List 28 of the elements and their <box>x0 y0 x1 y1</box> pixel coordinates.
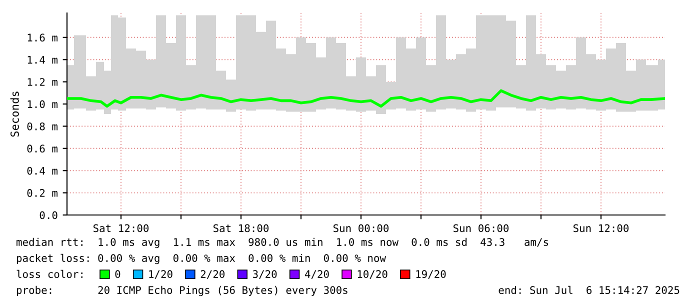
legend-label: 0 <box>115 270 120 278</box>
y-tick-label: 0.2 m <box>27 189 58 197</box>
y-tick-label: 0.6 m <box>27 144 58 153</box>
y-tick-label: 1.2 m <box>28 78 58 86</box>
line-series <box>67 89 665 108</box>
legend-label: 2/20 <box>200 270 225 279</box>
text: probe: 20 ICMP Echo Pings (56 Bytes) every 300s <box>16 286 348 296</box>
legend-label: 3/20 <box>252 270 277 279</box>
legend-title: loss color: <box>16 270 82 278</box>
x-tick-label: Sun 06:00 <box>453 224 509 232</box>
y-tick-label: 0.4 m <box>27 166 58 175</box>
x-tick-label: Sat 12:00 <box>93 224 149 232</box>
y-tick-label: 1.0 m <box>28 100 58 108</box>
legend-label: 1/20 <box>149 270 172 279</box>
y-tick-label: 1.4 m <box>28 56 58 64</box>
y-axis-title: Seconds <box>10 92 19 137</box>
legend-label: 4/20 <box>304 270 329 279</box>
x-tick-label: Sat 18:00 <box>213 224 269 232</box>
text: median rtt: 1.0 ms avg 1.1 ms max 980.0 us min 1.0 ms now 0.0 ms sd 43.3 am/s <box>16 238 548 248</box>
legend-label: 10/20 <box>358 270 388 279</box>
y-tick-label: 0.0 <box>40 211 58 220</box>
x-tick-label: Sun 00:00 <box>333 224 389 232</box>
x-tick-label: Sun 12:00 <box>573 224 629 232</box>
text: end: Sun Jul 6 15:14:27 2025 <box>498 286 680 294</box>
legend-label: 19/20 <box>416 270 446 279</box>
y-tick-label: 0.8 m <box>27 122 58 130</box>
y-tick-label: 1.6 m <box>28 34 58 42</box>
text: packet loss: 0.00 % avg 0.00 % max 0.00 % min 0.00 % now <box>16 254 386 264</box>
